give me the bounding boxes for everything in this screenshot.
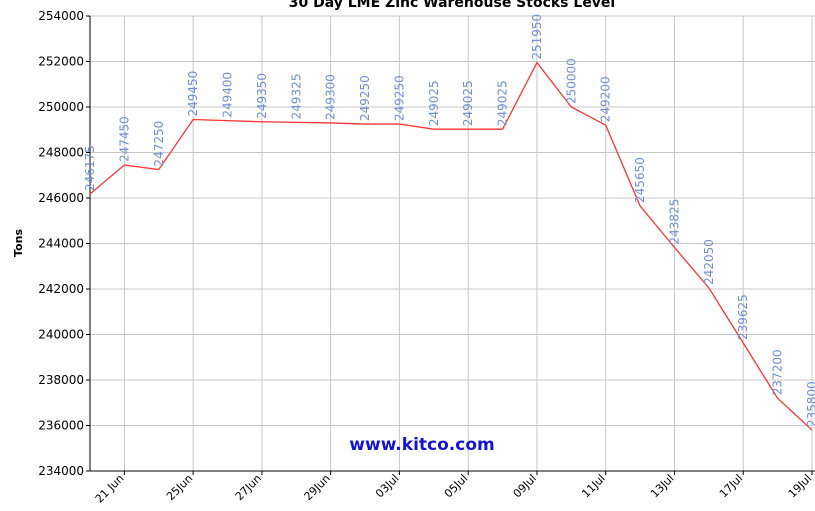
y-tick-label: 250000 [38,100,84,114]
y-tick-label: 252000 [38,55,84,69]
x-tick-label: 19Jul [786,472,814,500]
data-label: 237200 [771,349,785,395]
y-tick-label: 240000 [38,328,84,342]
x-tick-label: 17Jul [717,472,745,500]
data-label: 249025 [496,80,510,126]
data-label: 249250 [392,75,406,121]
data-label: 249025 [427,80,441,126]
y-tick-label: 244000 [38,237,84,251]
x-tick-label: 09Jul [511,472,539,500]
y-axis-label: Tons [12,229,25,257]
data-label: 245650 [633,157,647,203]
x-tick-label: 13Jul [648,472,676,500]
y-tick-label: 242000 [38,282,84,296]
data-line [89,61,813,431]
data-label: 249325 [289,74,303,120]
data-label: 249250 [358,75,372,121]
y-tick-label: 248000 [38,146,84,160]
y-tick-label: 254000 [38,9,84,23]
x-tick-label: 11Jul [579,472,607,500]
chart-title: 30 Day LME Zinc Warehouse Stocks Level [289,0,615,11]
x-tick-label: 25Jun [164,472,195,503]
x-tick-label: 27Jun [233,472,264,503]
data-label: 249450 [186,71,200,117]
y-tick-label: 236000 [38,419,84,433]
y-tick-label: 246000 [38,191,84,205]
data-label: 239625 [736,294,750,340]
data-label: 249350 [255,73,269,119]
x-tick-label: 29Jun [302,472,333,503]
data-label: 251950 [530,14,544,60]
data-label: 249400 [221,72,235,118]
data-label: 242050 [702,239,716,285]
x-tick-label: 05Jul [442,472,470,500]
data-label: 247450 [117,116,131,162]
data-label: 243825 [667,199,681,245]
y-tick-label: 238000 [38,373,84,387]
data-label: 249300 [324,74,338,120]
x-tick-label: 21 Jun [93,472,127,506]
data-label: 235800 [805,381,815,427]
watermark: www.kitco.com [349,435,494,455]
data-label: 250000 [564,58,578,104]
x-tick-label: 03Jul [373,472,401,500]
y-tick-label: 234000 [38,464,84,478]
data-label: 249025 [461,80,475,126]
data-label: 249200 [599,76,613,122]
data-label: 247250 [152,121,166,167]
data-label: 246175 [83,145,97,191]
